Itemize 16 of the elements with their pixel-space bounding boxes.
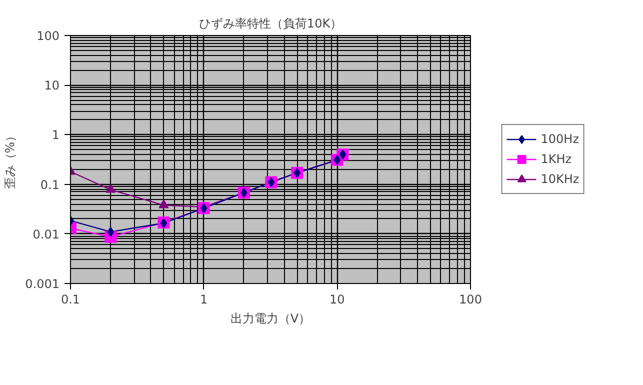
x-axis-title: 出力電力（V） xyxy=(230,312,311,326)
legend-label: 10KHz xyxy=(540,172,580,186)
y-tick-label: 0.001 xyxy=(25,277,60,291)
chart-title: ひずみ率特性（負荷10K） xyxy=(198,16,342,30)
x-tick-label: 100 xyxy=(459,292,482,306)
y-tick-label: 0.01 xyxy=(32,227,60,242)
x-tick-label: 0.1 xyxy=(60,292,80,306)
x-tick-label: 10 xyxy=(330,292,345,306)
legend-label: 100Hz xyxy=(540,132,579,146)
y-axis-title: 歪み（%） xyxy=(3,130,18,190)
y-tick-label: 0.1 xyxy=(40,178,60,192)
legend-label: 1KHz xyxy=(540,152,572,166)
x-tick-label: 1 xyxy=(200,292,208,306)
y-tick-label: 1 xyxy=(52,128,60,142)
y-tick-label: 10 xyxy=(44,78,60,93)
y-tick-label: 100 xyxy=(36,29,60,43)
